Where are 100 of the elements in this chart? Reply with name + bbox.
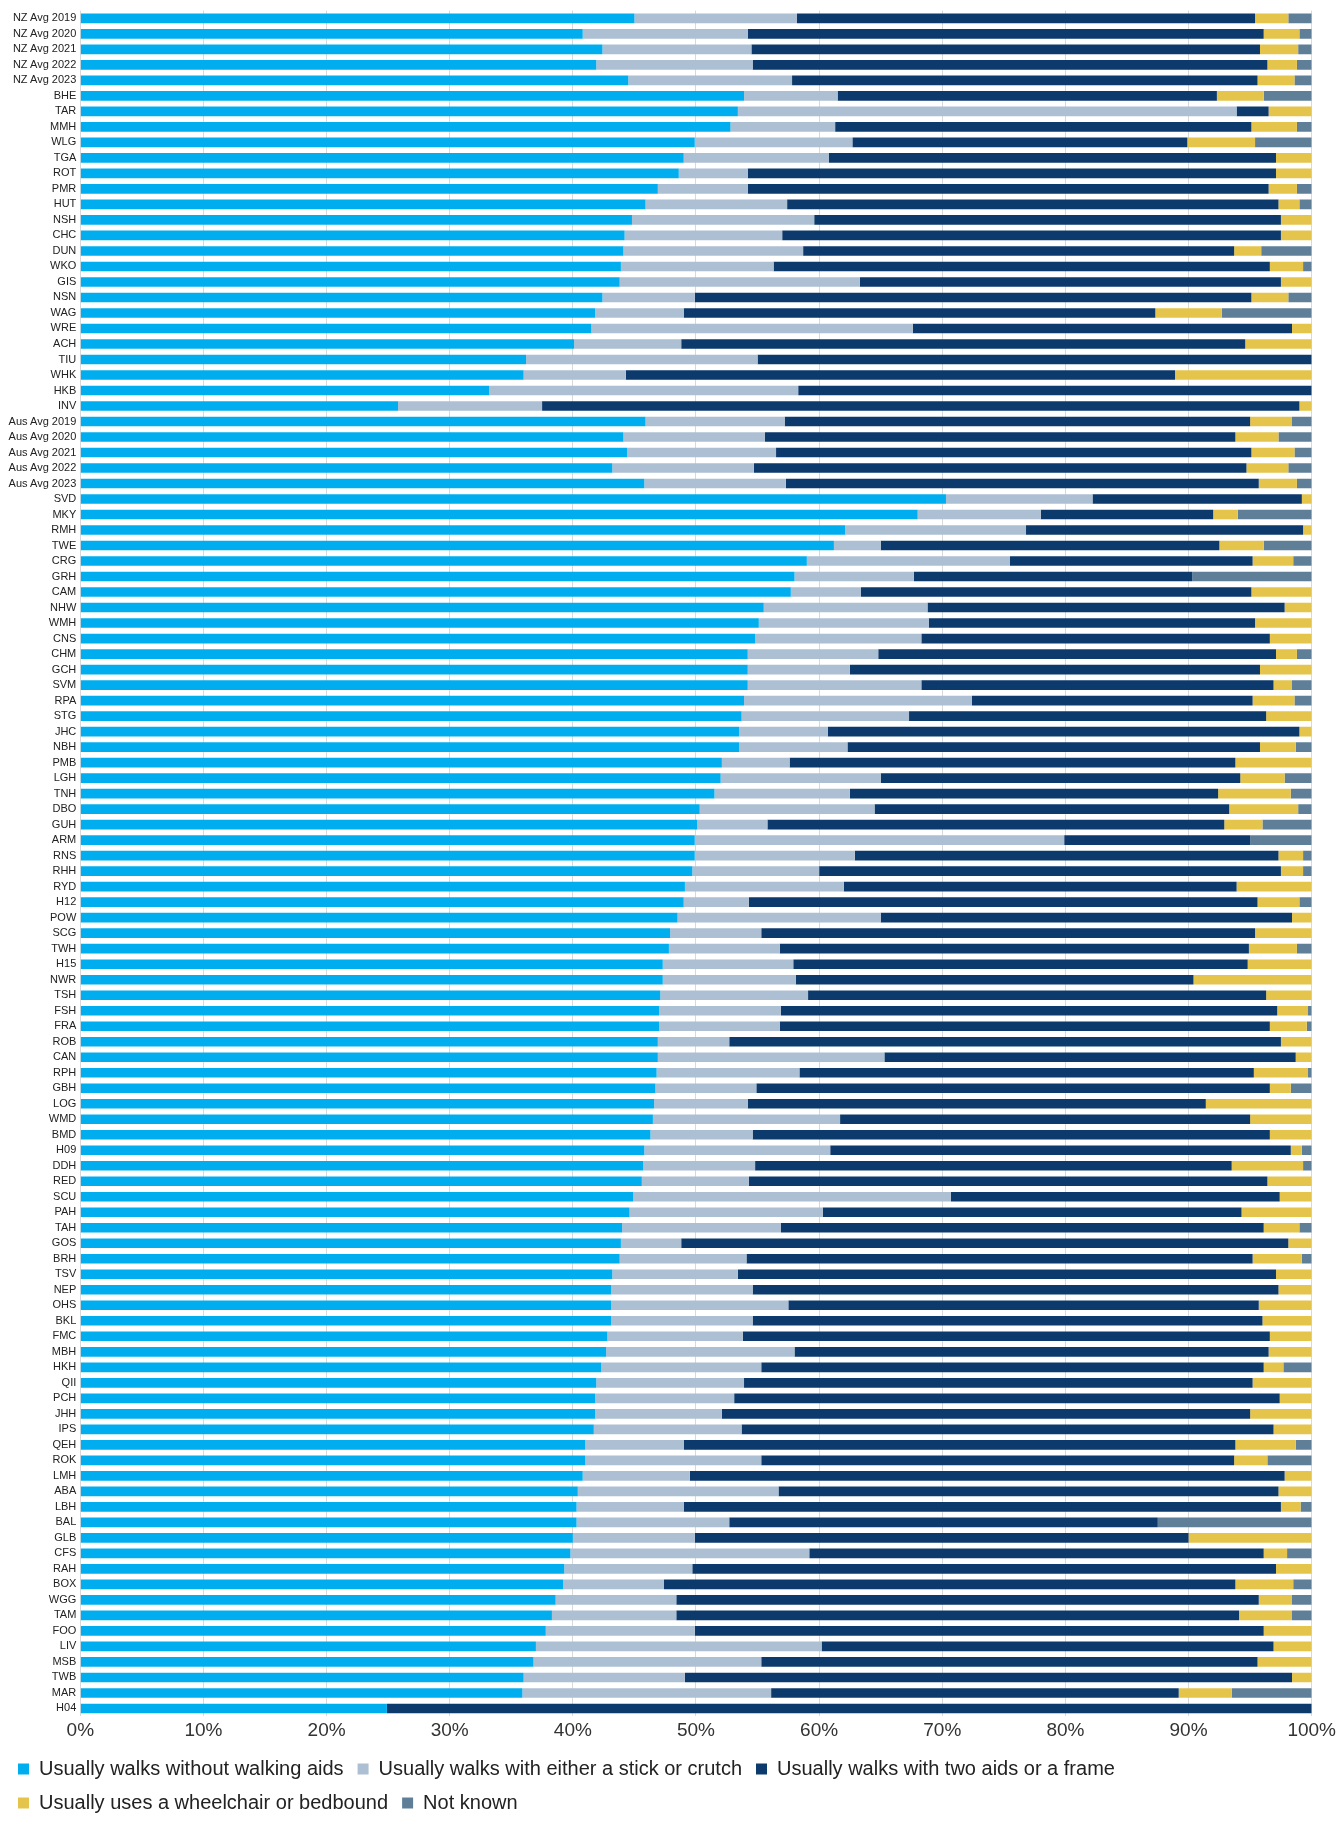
y-tick-label: NZ Avg 2023 xyxy=(12,73,77,86)
bar xyxy=(80,354,527,365)
bar xyxy=(80,571,795,582)
bar xyxy=(80,478,645,489)
bar xyxy=(80,1579,564,1590)
bar xyxy=(523,370,626,380)
bar xyxy=(741,1424,1274,1435)
bar xyxy=(1221,308,1312,318)
bar xyxy=(80,1207,630,1218)
bar xyxy=(1273,1641,1312,1652)
bar xyxy=(80,401,398,411)
bar xyxy=(80,1533,573,1543)
y-tick-label: TWH xyxy=(51,941,77,954)
bar xyxy=(1292,416,1312,427)
y-tick-label: WKO xyxy=(50,259,77,272)
bar xyxy=(80,618,759,628)
bar xyxy=(670,928,762,938)
y-tick-label: TAR xyxy=(55,104,77,117)
y-tick-label: LIV xyxy=(59,1639,77,1652)
bar xyxy=(80,990,661,1000)
bar xyxy=(849,664,1260,675)
bar xyxy=(1294,75,1312,86)
bar xyxy=(1251,447,1295,458)
bar xyxy=(80,509,918,520)
bar xyxy=(1269,1021,1307,1032)
bar xyxy=(80,835,695,845)
bar xyxy=(1263,1362,1284,1373)
bar xyxy=(1288,292,1312,303)
bar xyxy=(80,1036,658,1047)
bar xyxy=(739,726,828,737)
bar xyxy=(1280,215,1312,225)
bar xyxy=(80,292,603,303)
bar xyxy=(767,819,1225,830)
y-tick-label: HUT xyxy=(53,197,77,210)
bar xyxy=(764,432,1236,442)
bar xyxy=(80,742,740,752)
bar xyxy=(755,633,922,644)
bar xyxy=(1252,1378,1312,1388)
bar xyxy=(1296,60,1312,70)
bar xyxy=(1296,649,1312,659)
y-tick-label: NZ Avg 2022 xyxy=(12,57,77,70)
y-tick-label: JHH xyxy=(54,1406,77,1419)
bar xyxy=(80,881,685,892)
bar xyxy=(1257,75,1295,86)
bar xyxy=(843,881,1237,892)
bar xyxy=(80,664,748,675)
bar xyxy=(1263,91,1312,101)
bar xyxy=(1258,1300,1312,1311)
bar xyxy=(1216,91,1264,101)
bar xyxy=(80,897,684,907)
bar xyxy=(1298,44,1312,55)
y-tick-label: RPH xyxy=(53,1065,77,1078)
bar xyxy=(835,122,1252,132)
bar xyxy=(80,711,742,721)
bar xyxy=(80,649,748,659)
bar xyxy=(753,463,1247,473)
bar xyxy=(1251,122,1297,132)
bar xyxy=(927,602,1285,613)
bar xyxy=(819,866,1281,876)
bar xyxy=(650,1129,753,1140)
bar xyxy=(1293,556,1312,566)
bar xyxy=(752,1129,1270,1140)
y-tick-label: ROK xyxy=(52,1453,77,1466)
bar xyxy=(847,742,1260,752)
bar xyxy=(1234,246,1262,256)
y-tick-label: CAN xyxy=(53,1050,77,1063)
y-tick-label: NHW xyxy=(50,600,77,613)
y-tick-label: DDH xyxy=(52,1158,77,1171)
bar xyxy=(1268,106,1312,117)
y-tick-label: GCH xyxy=(51,662,77,675)
bar xyxy=(80,1331,608,1342)
bar xyxy=(80,1083,656,1094)
bar xyxy=(1303,866,1312,876)
bar xyxy=(80,1564,565,1574)
bar xyxy=(751,44,1260,55)
y-tick-label: SVM xyxy=(52,678,77,691)
bar xyxy=(880,773,1241,783)
bar xyxy=(1263,1222,1300,1233)
bar xyxy=(752,60,1268,70)
bar xyxy=(80,370,524,380)
bar xyxy=(80,75,629,86)
bar xyxy=(1248,943,1297,954)
y-tick-label: FSH xyxy=(54,1003,77,1016)
bar xyxy=(641,1176,749,1187)
y-tick-label: RPA xyxy=(54,693,77,706)
bar xyxy=(659,1021,780,1032)
bar xyxy=(779,1021,1270,1032)
y-tick-label: CHC xyxy=(52,228,77,241)
bar xyxy=(80,1409,596,1419)
bar xyxy=(633,1191,951,1202)
bar xyxy=(644,478,786,489)
bar xyxy=(1280,1502,1301,1512)
bar xyxy=(80,695,745,706)
bar xyxy=(827,726,1300,737)
bar xyxy=(694,1533,1189,1543)
bar xyxy=(624,230,783,241)
bar xyxy=(1296,122,1312,132)
bar xyxy=(535,1641,822,1652)
bar xyxy=(623,246,804,256)
bar xyxy=(1235,1579,1294,1590)
